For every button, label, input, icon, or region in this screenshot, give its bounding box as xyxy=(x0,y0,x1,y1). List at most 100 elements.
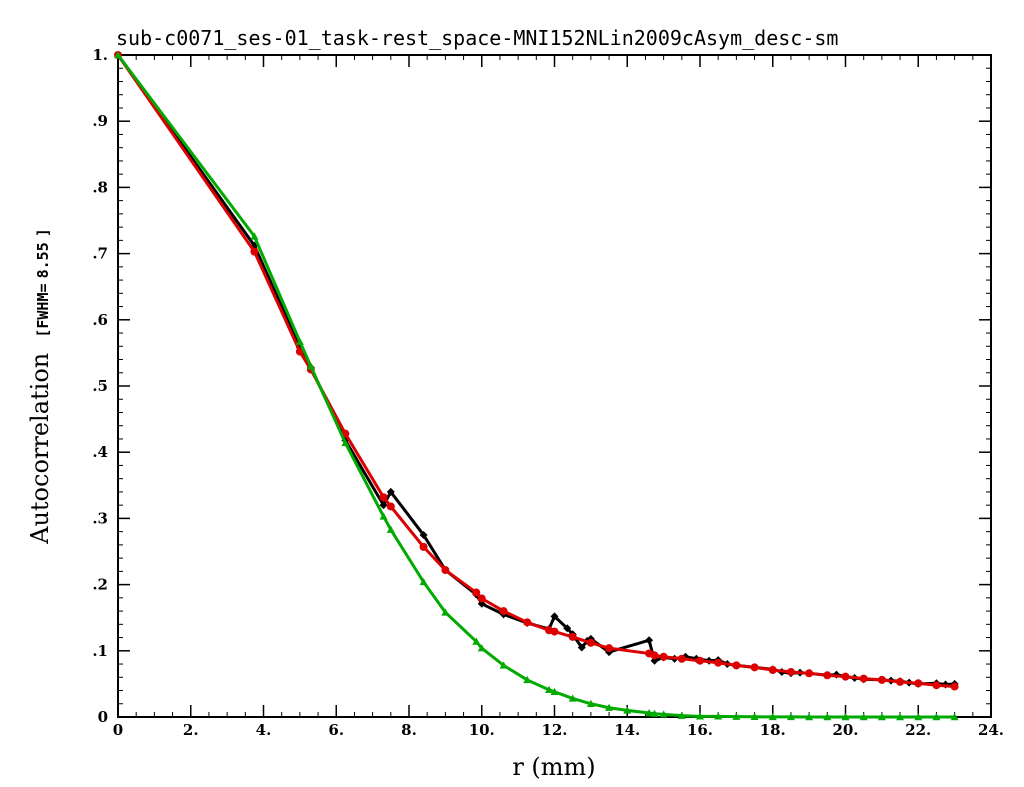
data-point xyxy=(714,712,723,720)
data-point xyxy=(823,713,832,721)
data-point xyxy=(386,487,395,496)
series-2 xyxy=(114,51,959,721)
data-point xyxy=(932,681,941,690)
data-point xyxy=(696,712,704,720)
axis-ticks xyxy=(117,54,992,718)
y-tick-label: 0 xyxy=(98,708,108,726)
data-point xyxy=(379,493,388,502)
data-point xyxy=(677,654,686,663)
data-point xyxy=(877,713,886,721)
x-tick-label: 22. xyxy=(905,721,931,739)
data-point xyxy=(472,588,481,597)
data-point xyxy=(605,703,614,711)
y-axis-fwhm-open: [FWHM= xyxy=(34,283,52,337)
x-tick-label: 8. xyxy=(401,721,417,739)
x-tick-label: 16. xyxy=(687,721,713,739)
data-point xyxy=(932,713,941,721)
data-point xyxy=(659,710,668,718)
data-point xyxy=(645,636,654,645)
data-point xyxy=(650,651,659,660)
y-axis-fwhm-close: ] xyxy=(34,228,52,237)
x-tick-label: 0 xyxy=(113,721,123,739)
data-point xyxy=(768,665,777,674)
data-point xyxy=(786,712,795,721)
data-point xyxy=(550,687,559,696)
data-point xyxy=(568,632,577,641)
x-tick-label: 14. xyxy=(614,721,640,739)
y-tick-label: .2 xyxy=(92,576,108,594)
data-point xyxy=(823,671,832,680)
series-line xyxy=(116,54,955,689)
data-point xyxy=(805,713,814,721)
y-tick-label: .6 xyxy=(92,311,108,329)
x-tick-label: 2. xyxy=(183,721,199,739)
y-tick-label: .9 xyxy=(92,112,108,130)
data-point xyxy=(805,669,814,678)
data-point xyxy=(914,713,923,721)
y-tick-label: 1. xyxy=(92,46,108,64)
data-point xyxy=(841,672,850,681)
y-tick-label: .3 xyxy=(92,509,108,527)
data-point xyxy=(499,661,508,669)
data-point xyxy=(419,577,428,586)
x-tick-label: 6. xyxy=(328,721,344,739)
svg-text:Autocorrelation [FWHM=: Autocorrelation [FWHM= 8.55 ] xyxy=(26,228,54,545)
data-point xyxy=(568,694,577,702)
data-point xyxy=(472,637,481,645)
data-point xyxy=(477,594,486,603)
data-point xyxy=(768,712,777,721)
chart-title: sub-c0071_ses-01_task-rest_space-MNI152N… xyxy=(116,26,838,50)
data-point xyxy=(914,679,923,688)
data-point xyxy=(419,542,428,551)
axis-tick-labels: 0 2. 4. 6. 8. 10. 12. 14. 16. 18. 20. 22. 24. 0 .1 .2 .3… xyxy=(92,46,1004,739)
data-point xyxy=(623,706,632,714)
y-tick-label: .5 xyxy=(92,377,108,395)
series-line xyxy=(116,54,955,687)
y-tick-label: .4 xyxy=(92,443,108,461)
data-point xyxy=(605,644,614,653)
y-axis-label-group: Autocorrelation [FWHM= 8.55 ] xyxy=(26,228,54,545)
y-tick-label: .7 xyxy=(92,245,108,263)
data-point xyxy=(896,713,905,721)
data-point xyxy=(477,644,486,652)
data-point xyxy=(441,608,450,616)
x-tick-label: 4. xyxy=(256,721,272,739)
series-layer xyxy=(114,51,959,721)
data-point xyxy=(295,337,304,345)
data-point xyxy=(732,712,741,720)
data-point xyxy=(950,713,959,721)
y-axis-label: Autocorrelation xyxy=(26,353,54,545)
data-point xyxy=(841,713,850,721)
series-line xyxy=(116,54,955,719)
data-point xyxy=(732,661,741,670)
y-axis-fwhm-value: 8.55 xyxy=(34,242,52,278)
data-point xyxy=(859,713,868,721)
data-point xyxy=(114,51,122,59)
data-point xyxy=(523,675,532,684)
data-point xyxy=(877,675,886,684)
x-tick-label: 10. xyxy=(469,721,495,739)
data-point xyxy=(650,709,659,717)
series-1 xyxy=(114,51,959,691)
series-0 xyxy=(114,51,959,689)
data-point xyxy=(441,566,450,575)
data-point xyxy=(341,438,350,447)
data-point xyxy=(577,643,586,652)
data-point xyxy=(950,682,959,691)
data-point xyxy=(419,530,428,539)
y-tick-label: .1 xyxy=(92,642,108,660)
data-point xyxy=(386,502,395,511)
data-point xyxy=(586,699,595,707)
x-tick-label: 12. xyxy=(541,721,567,739)
data-point xyxy=(545,685,554,694)
data-point xyxy=(250,247,259,256)
data-point xyxy=(386,525,395,533)
data-point xyxy=(379,501,388,510)
y-tick-label: .8 xyxy=(92,178,108,196)
data-point xyxy=(550,612,559,621)
data-point xyxy=(696,656,704,665)
data-point xyxy=(714,658,723,667)
data-point xyxy=(750,663,759,672)
data-point xyxy=(786,667,795,676)
